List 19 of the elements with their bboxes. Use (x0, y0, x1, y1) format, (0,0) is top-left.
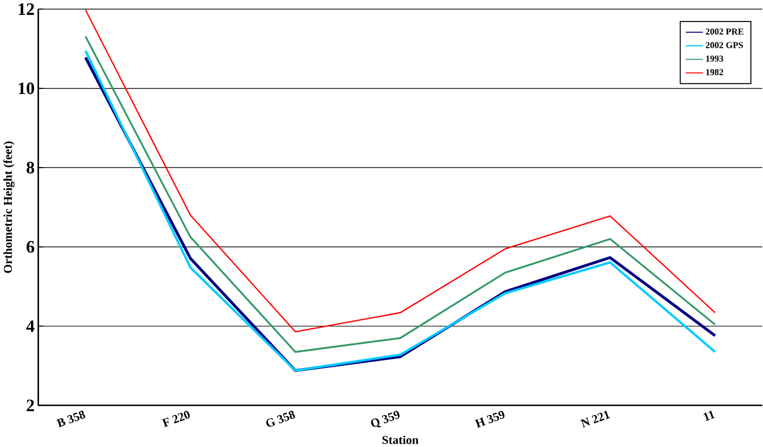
legend-label: 1982 (706, 68, 724, 76)
x-axis-title: Station (382, 435, 418, 444)
x-tick-label: Q 359 (371, 410, 400, 428)
x-tick-label: B 358 (56, 410, 86, 428)
y-tick-label: 6 (26, 240, 34, 253)
legend-label: 2002 GPS (706, 42, 743, 48)
y-tick-label: 10 (18, 82, 34, 94)
y-tick-label: 4 (26, 320, 34, 332)
x-tick-label: G 358 (266, 410, 296, 427)
y-tick-label: 8 (26, 162, 34, 174)
x-tick-label: N 221 (580, 410, 610, 428)
legend-label: 2002 PRE (706, 28, 744, 34)
legend-label: 1993 (706, 55, 724, 62)
x-tick-label: 11 (704, 410, 716, 421)
y-tick-label: 12 (18, 3, 34, 15)
y-axis-title: Orthometric Height (feet) (3, 141, 14, 273)
y-tick-label: 2 (26, 399, 34, 411)
x-tick-label: H 359 (474, 410, 504, 428)
x-tick-label: F 220 (162, 410, 190, 427)
